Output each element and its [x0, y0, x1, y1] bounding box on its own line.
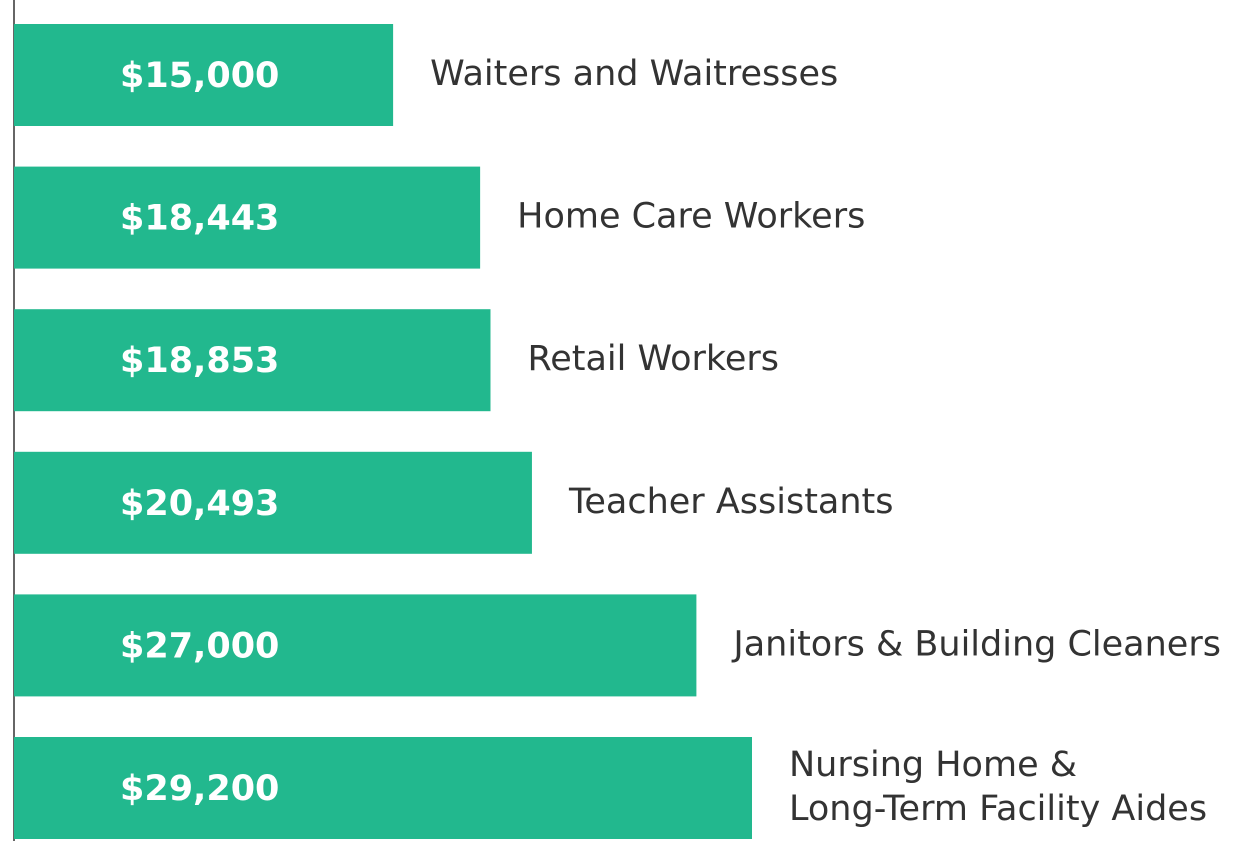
bar: [14, 737, 752, 839]
value-label: $15,000: [120, 56, 279, 96]
category-label: Nursing Home & Long-Term Facility Aides: [789, 745, 1207, 829]
bar: [14, 309, 491, 412]
bar: [14, 451, 532, 554]
value-label: $18,853: [120, 341, 279, 381]
category-label: Teacher Assistants: [568, 482, 894, 522]
category-label: Waiters and Waitresses: [430, 54, 838, 94]
category-label: Janitors & Building Cleaners: [731, 624, 1221, 664]
bar: [14, 24, 394, 126]
bar: [14, 166, 481, 269]
category-label: Retail Workers: [527, 339, 779, 379]
value-label: $18,443: [120, 199, 279, 239]
value-label: $29,200: [120, 769, 279, 809]
value-label: $20,493: [120, 484, 279, 524]
category-label: Home Care Workers: [517, 197, 865, 237]
value-label: $27,000: [120, 626, 279, 666]
bar: [14, 594, 697, 697]
